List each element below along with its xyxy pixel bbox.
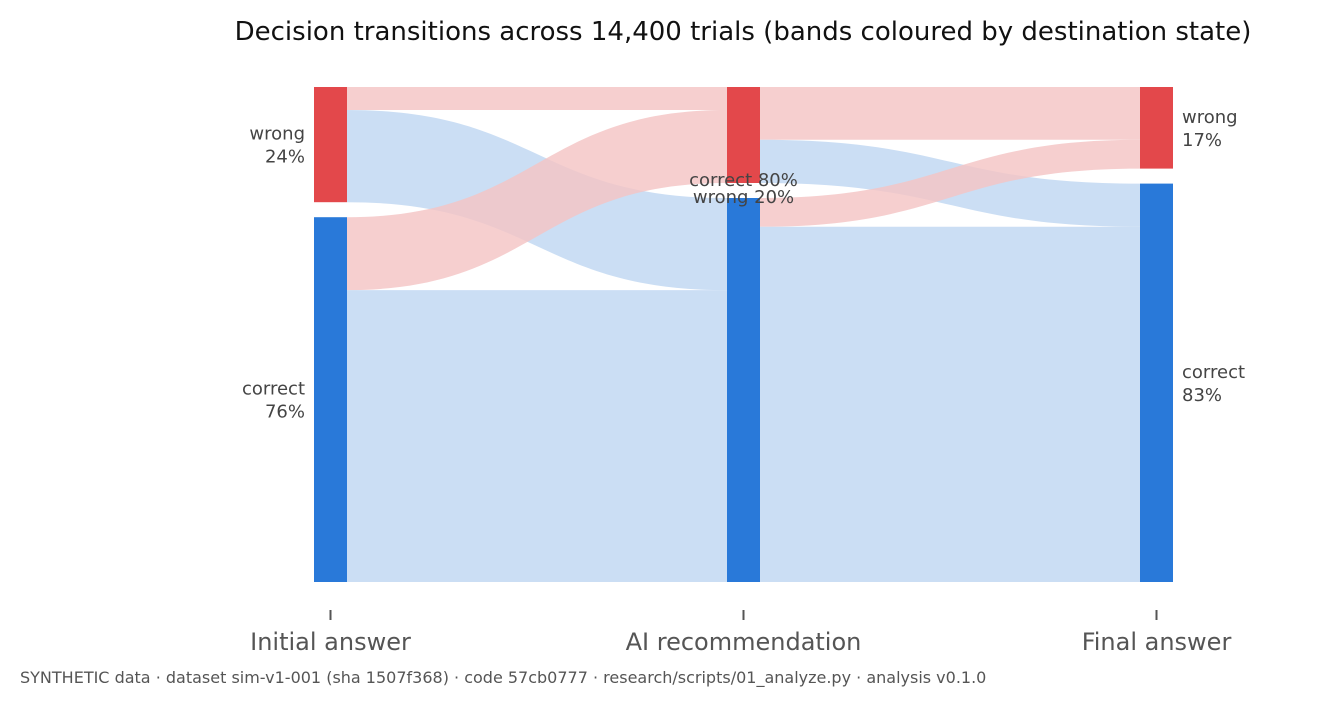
band-stage2-correct-to-correct [760, 226, 1140, 583]
chart-title: Decision transitions across 14,400 trial… [235, 17, 1252, 47]
node-stage2-correct [727, 198, 760, 582]
band-stage2-wrong-to-wrong [760, 87, 1140, 140]
band-stage1-wrong-to-wrong [347, 87, 727, 111]
node-label-stage3-correct-line2: 83% [1182, 385, 1222, 406]
stage-nodes [314, 87, 1173, 582]
stage-axis: Initial answer AI recommendation Final ans… [250, 610, 1231, 656]
node-stage1-wrong [314, 87, 347, 203]
node-label-stage1-wrong-line2: 24% [265, 147, 305, 168]
flow-bands [347, 87, 1140, 583]
provenance-footer: SYNTHETIC data · dataset sim-v1-001 (sha… [20, 668, 986, 688]
node-label-stage3-correct-line1: correct [1182, 362, 1245, 383]
node-stage2-wrong [727, 87, 760, 183]
node-label-stage1-correct-line2: 76% [265, 402, 305, 423]
stage-label-2: AI recommendation [626, 628, 862, 656]
node-label-stage1-wrong-line1: wrong [249, 124, 305, 145]
band-stage1-correct-to-wrong [347, 110, 727, 291]
node-stage3-wrong [1140, 87, 1173, 169]
node-label-stage3-wrong-line1: wrong [1182, 107, 1238, 128]
stage-label-3: Final answer [1082, 628, 1232, 656]
node-label-stage2-correct-line1: correct 80% [689, 170, 798, 191]
node-label-stage1-correct-line1: correct [242, 379, 305, 400]
node-label-stage2-wrong-line1: wrong 20% [693, 187, 794, 208]
node-stage1-correct [314, 217, 347, 582]
stage-label-1: Initial answer [250, 628, 411, 656]
node-label-stage3-wrong-line2: 17% [1182, 130, 1222, 151]
node-stage3-correct [1140, 183, 1173, 582]
band-stage2-correct-to-wrong [760, 139, 1140, 227]
band-stage1-correct-to-correct [347, 290, 727, 582]
